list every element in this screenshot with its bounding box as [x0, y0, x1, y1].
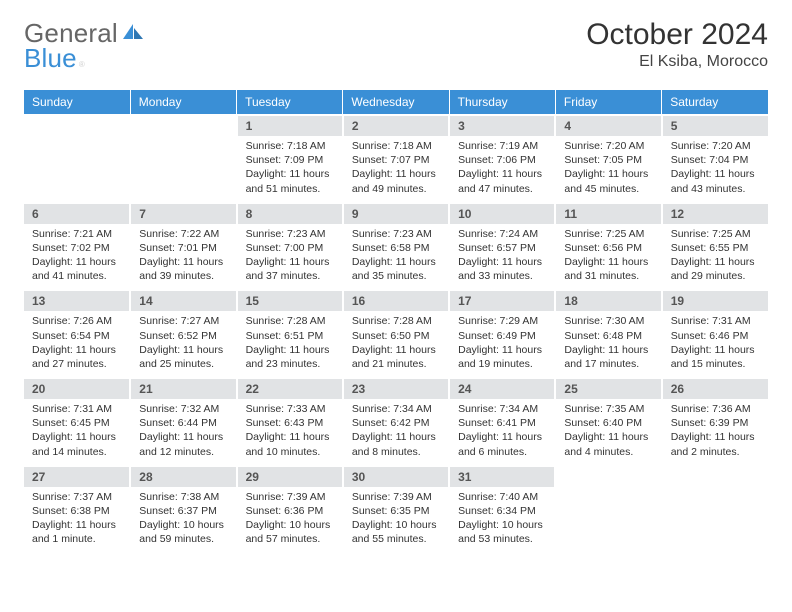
daynum: 15	[237, 290, 343, 311]
daycell-empty	[24, 136, 130, 203]
daycell: Sunrise: 7:35 AMSunset: 6:40 PMDaylight:…	[555, 399, 661, 466]
daycell: Sunrise: 7:23 AMSunset: 6:58 PMDaylight:…	[343, 224, 449, 291]
content-row: Sunrise: 7:31 AMSunset: 6:45 PMDaylight:…	[24, 399, 768, 466]
daynum: 21	[130, 378, 236, 399]
month-title: October 2024	[586, 18, 768, 51]
content-row: Sunrise: 7:37 AMSunset: 6:38 PMDaylight:…	[24, 487, 768, 553]
calendar-table: SundayMondayTuesdayWednesdayThursdayFrid…	[24, 90, 768, 552]
daycell: Sunrise: 7:40 AMSunset: 6:34 PMDaylight:…	[449, 487, 555, 553]
daynum: 9	[343, 203, 449, 224]
daynum: 18	[555, 290, 661, 311]
location-label: El Ksiba, Morocco	[586, 53, 768, 71]
column-header: Saturday	[662, 90, 768, 115]
daycell: Sunrise: 7:22 AMSunset: 7:01 PMDaylight:…	[130, 224, 236, 291]
daynum-row: 2728293031	[24, 466, 768, 487]
daynum: 5	[662, 115, 768, 136]
daycell: Sunrise: 7:33 AMSunset: 6:43 PMDaylight:…	[237, 399, 343, 466]
daynum: 16	[343, 290, 449, 311]
column-header: Tuesday	[237, 90, 343, 115]
daycell: Sunrise: 7:34 AMSunset: 6:42 PMDaylight:…	[343, 399, 449, 466]
daycell: Sunrise: 7:19 AMSunset: 7:06 PMDaylight:…	[449, 136, 555, 203]
daycell-empty	[662, 487, 768, 553]
daycell: Sunrise: 7:27 AMSunset: 6:52 PMDaylight:…	[130, 311, 236, 378]
daycell: Sunrise: 7:25 AMSunset: 6:56 PMDaylight:…	[555, 224, 661, 291]
daynum: 22	[237, 378, 343, 399]
daycell: Sunrise: 7:29 AMSunset: 6:49 PMDaylight:…	[449, 311, 555, 378]
daynum-empty	[24, 115, 130, 136]
daycell-empty	[555, 487, 661, 553]
daycell: Sunrise: 7:32 AMSunset: 6:44 PMDaylight:…	[130, 399, 236, 466]
calendar-body: 12345 Sunrise: 7:18 AMSunset: 7:09 PMDay…	[24, 115, 768, 552]
daycell: Sunrise: 7:36 AMSunset: 6:39 PMDaylight:…	[662, 399, 768, 466]
daynum-empty	[130, 115, 236, 136]
calendar-head: SundayMondayTuesdayWednesdayThursdayFrid…	[24, 90, 768, 115]
daycell: Sunrise: 7:18 AMSunset: 7:09 PMDaylight:…	[237, 136, 343, 203]
daynum: 13	[24, 290, 130, 311]
daycell: Sunrise: 7:39 AMSunset: 6:35 PMDaylight:…	[343, 487, 449, 553]
daynum: 29	[237, 466, 343, 487]
daynum-row: 20212223242526	[24, 378, 768, 399]
daycell: Sunrise: 7:28 AMSunset: 6:50 PMDaylight:…	[343, 311, 449, 378]
daynum: 6	[24, 203, 130, 224]
brand-tm: ®	[79, 60, 85, 69]
daynum: 2	[343, 115, 449, 136]
daynum: 7	[130, 203, 236, 224]
daynum: 14	[130, 290, 236, 311]
daynum: 1	[237, 115, 343, 136]
daycell: Sunrise: 7:34 AMSunset: 6:41 PMDaylight:…	[449, 399, 555, 466]
daycell: Sunrise: 7:21 AMSunset: 7:02 PMDaylight:…	[24, 224, 130, 291]
daycell: Sunrise: 7:20 AMSunset: 7:04 PMDaylight:…	[662, 136, 768, 203]
column-header: Thursday	[449, 90, 555, 115]
brand-word2: Blue	[24, 43, 77, 74]
content-row: Sunrise: 7:21 AMSunset: 7:02 PMDaylight:…	[24, 224, 768, 291]
daycell: Sunrise: 7:23 AMSunset: 7:00 PMDaylight:…	[237, 224, 343, 291]
daycell-empty	[130, 136, 236, 203]
daycell: Sunrise: 7:18 AMSunset: 7:07 PMDaylight:…	[343, 136, 449, 203]
content-row: Sunrise: 7:26 AMSunset: 6:54 PMDaylight:…	[24, 311, 768, 378]
calendar-page: General October 2024 El Ksiba, Morocco B…	[0, 0, 792, 564]
daynum: 12	[662, 203, 768, 224]
daynum: 31	[449, 466, 555, 487]
daycell: Sunrise: 7:38 AMSunset: 6:37 PMDaylight:…	[130, 487, 236, 553]
daynum: 17	[449, 290, 555, 311]
daynum: 24	[449, 378, 555, 399]
daynum: 10	[449, 203, 555, 224]
column-header: Monday	[130, 90, 236, 115]
daycell: Sunrise: 7:26 AMSunset: 6:54 PMDaylight:…	[24, 311, 130, 378]
daycell: Sunrise: 7:31 AMSunset: 6:45 PMDaylight:…	[24, 399, 130, 466]
daynum: 8	[237, 203, 343, 224]
daynum-empty	[555, 466, 661, 487]
daynum: 20	[24, 378, 130, 399]
daynum-row: 13141516171819	[24, 290, 768, 311]
daynum: 3	[449, 115, 555, 136]
daycell: Sunrise: 7:28 AMSunset: 6:51 PMDaylight:…	[237, 311, 343, 378]
column-header: Friday	[555, 90, 661, 115]
column-header: Sunday	[24, 90, 130, 115]
daynum-row: 6789101112	[24, 203, 768, 224]
daynum: 23	[343, 378, 449, 399]
column-header: Wednesday	[343, 90, 449, 115]
daynum: 26	[662, 378, 768, 399]
daycell: Sunrise: 7:37 AMSunset: 6:38 PMDaylight:…	[24, 487, 130, 553]
daycell: Sunrise: 7:24 AMSunset: 6:57 PMDaylight:…	[449, 224, 555, 291]
content-row: Sunrise: 7:18 AMSunset: 7:09 PMDaylight:…	[24, 136, 768, 203]
daycell: Sunrise: 7:20 AMSunset: 7:05 PMDaylight:…	[555, 136, 661, 203]
daycell: Sunrise: 7:30 AMSunset: 6:48 PMDaylight:…	[555, 311, 661, 378]
daynum-row: 12345	[24, 115, 768, 136]
daycell: Sunrise: 7:25 AMSunset: 6:55 PMDaylight:…	[662, 224, 768, 291]
daycell: Sunrise: 7:39 AMSunset: 6:36 PMDaylight:…	[237, 487, 343, 553]
daynum-empty	[662, 466, 768, 487]
sail-icon	[122, 22, 144, 40]
daynum: 11	[555, 203, 661, 224]
daynum: 4	[555, 115, 661, 136]
daynum: 25	[555, 378, 661, 399]
daycell: Sunrise: 7:31 AMSunset: 6:46 PMDaylight:…	[662, 311, 768, 378]
daynum: 28	[130, 466, 236, 487]
daynum: 19	[662, 290, 768, 311]
title-block: October 2024 El Ksiba, Morocco	[586, 18, 768, 71]
daynum: 27	[24, 466, 130, 487]
daynum: 30	[343, 466, 449, 487]
